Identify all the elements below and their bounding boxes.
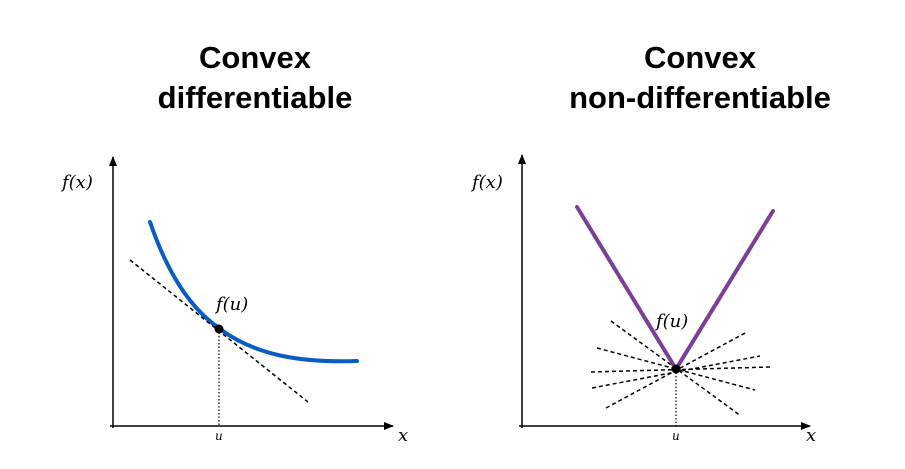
panel-left-title: Convex differentiable [110,38,400,118]
right-subgradient-lines [590,320,771,417]
panel-left-title-line2: differentiable [157,80,353,115]
left-point-label: f(u) [214,294,248,315]
right-point-u [671,364,681,374]
left-tick-label-u: u [215,429,223,443]
right-y-axis-label: f(x) [470,172,503,193]
subgradient-line-2 [596,347,756,391]
left-x-axis-label: x [398,425,408,446]
panel-right-title: Convex non-differentiable [520,38,880,118]
right-point-label: f(u) [654,311,688,332]
subgradient-line-3 [590,366,771,373]
panel-right-title-line2: non-differentiable [569,80,831,115]
left-convex-curve [148,220,359,364]
right-tick-label-u: u [672,429,680,443]
right-x-axis-label: x [806,425,816,446]
panel-right: f(x) x f(u) u [470,154,816,446]
panel-right-title-line1: Convex [644,40,756,75]
right-v-curve [575,205,775,373]
panel-left: f(x) x f(u) u [60,156,408,446]
left-point-u [214,324,224,334]
left-y-axis-label: f(x) [60,172,93,193]
panel-left-title-line1: Convex [199,40,311,75]
